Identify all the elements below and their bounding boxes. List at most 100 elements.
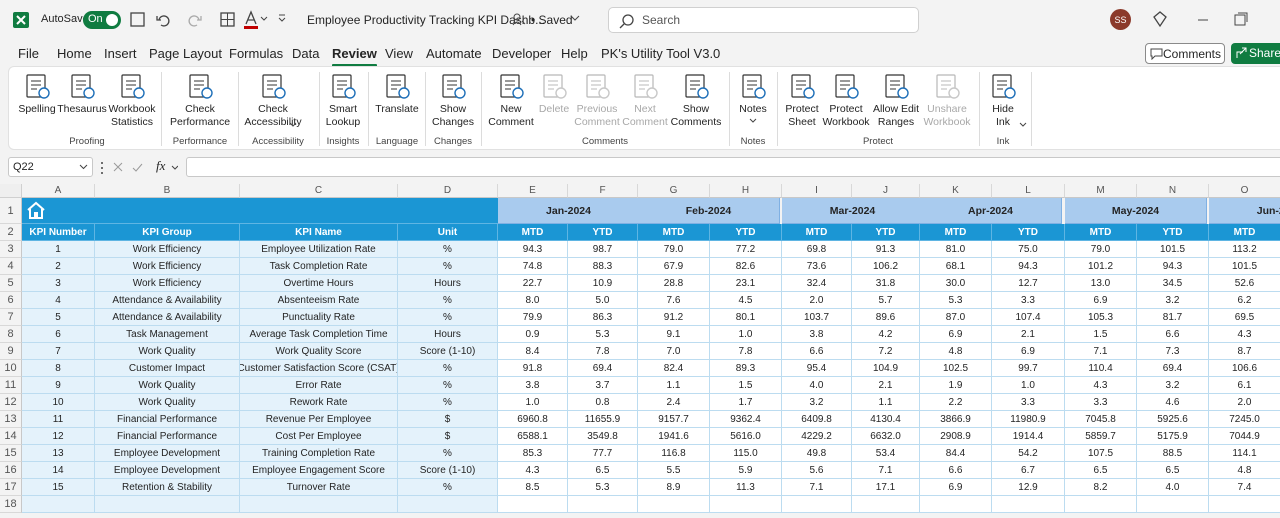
icon-shape bbox=[101, 172, 103, 174]
data-cell: $ bbox=[398, 411, 498, 428]
ribbon-button[interactable]: Thesaurus bbox=[52, 70, 112, 134]
ribbon-button[interactable]: Show Comments bbox=[666, 70, 726, 134]
icon-shape bbox=[274, 87, 286, 99]
menu-tab[interactable]: PK's Utility Tool V3.0 bbox=[601, 46, 721, 61]
data-cell: Error Rate bbox=[240, 377, 398, 394]
data-cell: Task Completion Rate bbox=[240, 258, 398, 275]
autosave-toggle[interactable]: On bbox=[83, 11, 121, 29]
icon-shape bbox=[847, 87, 859, 99]
icon-shape bbox=[130, 12, 145, 27]
data-cell: % bbox=[398, 258, 498, 275]
data-cell: 79.0 bbox=[638, 241, 710, 258]
ribbon-button[interactable]: Show Changes bbox=[423, 70, 483, 134]
data-cell: Overtime Hours bbox=[240, 275, 398, 292]
user-avatar[interactable]: SS bbox=[1110, 9, 1131, 30]
menu-tab[interactable]: Review bbox=[332, 46, 377, 67]
row-header: 3 bbox=[0, 241, 22, 258]
icon-shape bbox=[1019, 122, 1027, 127]
group-label: Language bbox=[375, 136, 419, 147]
search-box[interactable]: Search bbox=[608, 7, 919, 33]
menu-tab[interactable]: Home bbox=[57, 46, 92, 61]
month-header: Mar-2024 bbox=[782, 198, 924, 224]
ribbon-button[interactable]: Protect Sheet bbox=[772, 70, 832, 134]
data-cell: 12 bbox=[22, 428, 95, 445]
data-cell: 9.1 bbox=[638, 326, 710, 343]
icon-shape bbox=[941, 80, 951, 90]
menu-tab[interactable]: Page Layout bbox=[149, 46, 223, 61]
data-cell: 6.6 bbox=[782, 343, 852, 360]
ribbon-button[interactable]: Check Performance bbox=[170, 70, 230, 134]
data-cell: 9 bbox=[22, 377, 95, 394]
data-cell: 7245.0 bbox=[1209, 411, 1280, 428]
ribbon-button[interactable]: Previous Comment bbox=[567, 70, 627, 134]
column-title: YTD bbox=[852, 224, 920, 241]
icon-shape bbox=[586, 74, 606, 98]
button-label: Notes bbox=[739, 103, 767, 115]
data-cell: 116.8 bbox=[638, 445, 710, 462]
data-cell: Work Quality bbox=[95, 377, 240, 394]
data-cell: Cost Per Employee bbox=[240, 428, 398, 445]
menu-tab[interactable]: Insert bbox=[104, 46, 137, 61]
ribbon: Proofing Spelling Thesaurus Workbook Statis… bbox=[8, 66, 1280, 150]
menu-tab[interactable]: Automate bbox=[426, 46, 482, 61]
ribbon-button[interactable]: Smart Lookup bbox=[313, 70, 373, 134]
name-box[interactable]: Q22 bbox=[8, 157, 93, 177]
icon bbox=[332, 74, 356, 99]
row-header: 6 bbox=[0, 292, 22, 309]
data-cell: 4.3 bbox=[1209, 326, 1280, 343]
ribbon-button[interactable]: Hide Ink bbox=[973, 70, 1033, 134]
ribbon-button[interactable]: Workbook Statistics bbox=[102, 70, 162, 134]
menu-tab[interactable]: Formulas bbox=[229, 46, 284, 61]
icon-shape bbox=[132, 163, 143, 172]
icon bbox=[936, 74, 960, 99]
ribbon-button[interactable]: Next Comment bbox=[615, 70, 675, 134]
share-button[interactable]: Share bbox=[1231, 43, 1280, 64]
comments-button[interactable]: Comments bbox=[1145, 43, 1225, 64]
row-header: 2 bbox=[0, 224, 22, 241]
ribbon-button[interactable]: Check Accessibility bbox=[243, 70, 303, 134]
empty-cell bbox=[95, 496, 240, 513]
menu-tab[interactable]: Data bbox=[292, 46, 320, 61]
column-title: KPI Group bbox=[95, 224, 240, 241]
group-separator bbox=[1031, 72, 1032, 146]
data-cell: 4.0 bbox=[1137, 479, 1209, 496]
data-cell: 15 bbox=[22, 479, 95, 496]
icon-shape bbox=[194, 80, 204, 90]
menu-tab[interactable]: File bbox=[18, 46, 39, 61]
data-cell: 6409.8 bbox=[782, 411, 852, 428]
ribbon-button[interactable]: Allow Edit Ranges bbox=[866, 70, 926, 134]
data-cell: 68.1 bbox=[920, 258, 992, 275]
ribbon-button[interactable]: Unshare Workbook bbox=[917, 70, 977, 134]
menu-tab[interactable]: View bbox=[385, 46, 413, 61]
button-label: Check Accessibility bbox=[244, 103, 302, 128]
icon-shape bbox=[1236, 47, 1247, 58]
comments-text: Comments bbox=[1163, 47, 1222, 61]
button-label: Check Performance bbox=[170, 103, 231, 128]
ribbon-button[interactable]: Translate bbox=[367, 70, 427, 134]
data-cell: Revenue Per Employee bbox=[240, 411, 398, 428]
row-header: 5 bbox=[0, 275, 22, 292]
data-cell: % bbox=[398, 292, 498, 309]
ribbon-button[interactable]: Delete bbox=[524, 70, 584, 134]
menu-tab[interactable]: Help bbox=[561, 46, 588, 61]
ribbon-button[interactable]: Protect Workbook bbox=[816, 70, 876, 134]
row-header: 8 bbox=[0, 326, 22, 343]
icon-shape bbox=[156, 15, 170, 27]
icon-shape bbox=[83, 87, 95, 99]
ribbon-button[interactable]: New Comment bbox=[481, 70, 541, 134]
data-cell: 22.7 bbox=[498, 275, 568, 292]
icon-shape bbox=[548, 80, 558, 90]
menu-tab[interactable]: Developer bbox=[492, 46, 552, 61]
data-cell: 79.0 bbox=[1065, 241, 1137, 258]
ribbon-button[interactable]: Notes bbox=[723, 70, 783, 134]
data-cell: Employee Development bbox=[95, 445, 240, 462]
icon-shape bbox=[598, 87, 610, 99]
row-header: 10 bbox=[0, 360, 22, 377]
formula-input[interactable] bbox=[186, 157, 1280, 177]
icon-shape bbox=[513, 13, 521, 21]
column-title: MTD bbox=[498, 224, 568, 241]
row-header: 12 bbox=[0, 394, 22, 411]
icon bbox=[1150, 48, 1163, 60]
data-cell: 49.8 bbox=[782, 445, 852, 462]
ribbon-button[interactable]: Spelling bbox=[7, 70, 67, 134]
